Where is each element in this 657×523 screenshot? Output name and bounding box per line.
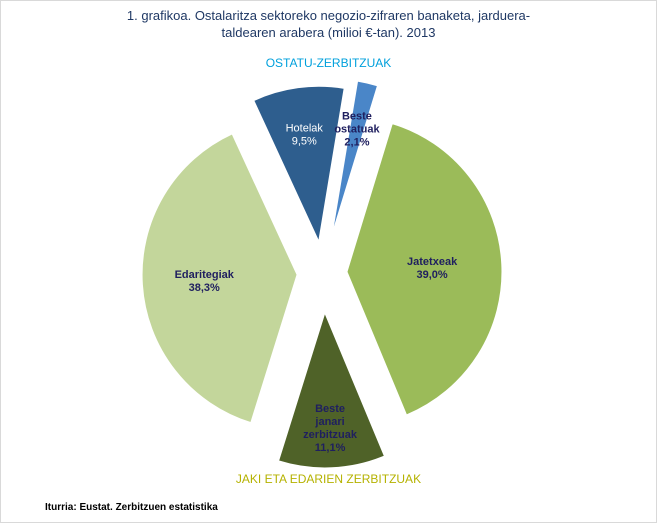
pie-slice-hotelak: [253, 85, 345, 243]
data-label-hotelak: Hotelak 9,5%: [286, 122, 324, 147]
pie-slice-jatetxeak: [346, 122, 503, 416]
chart-title-line-1: 1. grafikoa. Ostalaritza sektoreko negoz…: [126, 8, 531, 23]
chart-title: 1. grafikoa. Ostalaritza sektoreko negoz…: [21, 7, 636, 41]
data-label-beste-janari-zerbitzuak: Beste janari zerbitzuak 11,1%: [303, 403, 358, 454]
pie-slice-beste-janari-zerbitzuak: [277, 311, 386, 469]
data-label-beste-ostatuak: Beste ostatuak 2,1%: [334, 110, 380, 148]
pie-slice-edaritegiak: [141, 133, 298, 424]
group-label-jaki-edari: JAKI ETA EDARIEN ZERBITZUAK: [235, 472, 422, 486]
data-label-jatetxeak: Jatetxeak 39,0%: [407, 256, 458, 281]
chart-title-line-2: taldearen arabera (milioi €-tan). 2013: [221, 25, 436, 40]
group-label-ostatu: OSTATU-ZERBITZUAK: [265, 56, 392, 70]
pie-slice-beste-ostatuak: [331, 80, 379, 235]
data-label-edaritegiak: Edaritegiak 38,3%: [175, 269, 235, 294]
source-note: Iturria: Eustat. Zerbitzuen estatistika: [45, 502, 218, 513]
